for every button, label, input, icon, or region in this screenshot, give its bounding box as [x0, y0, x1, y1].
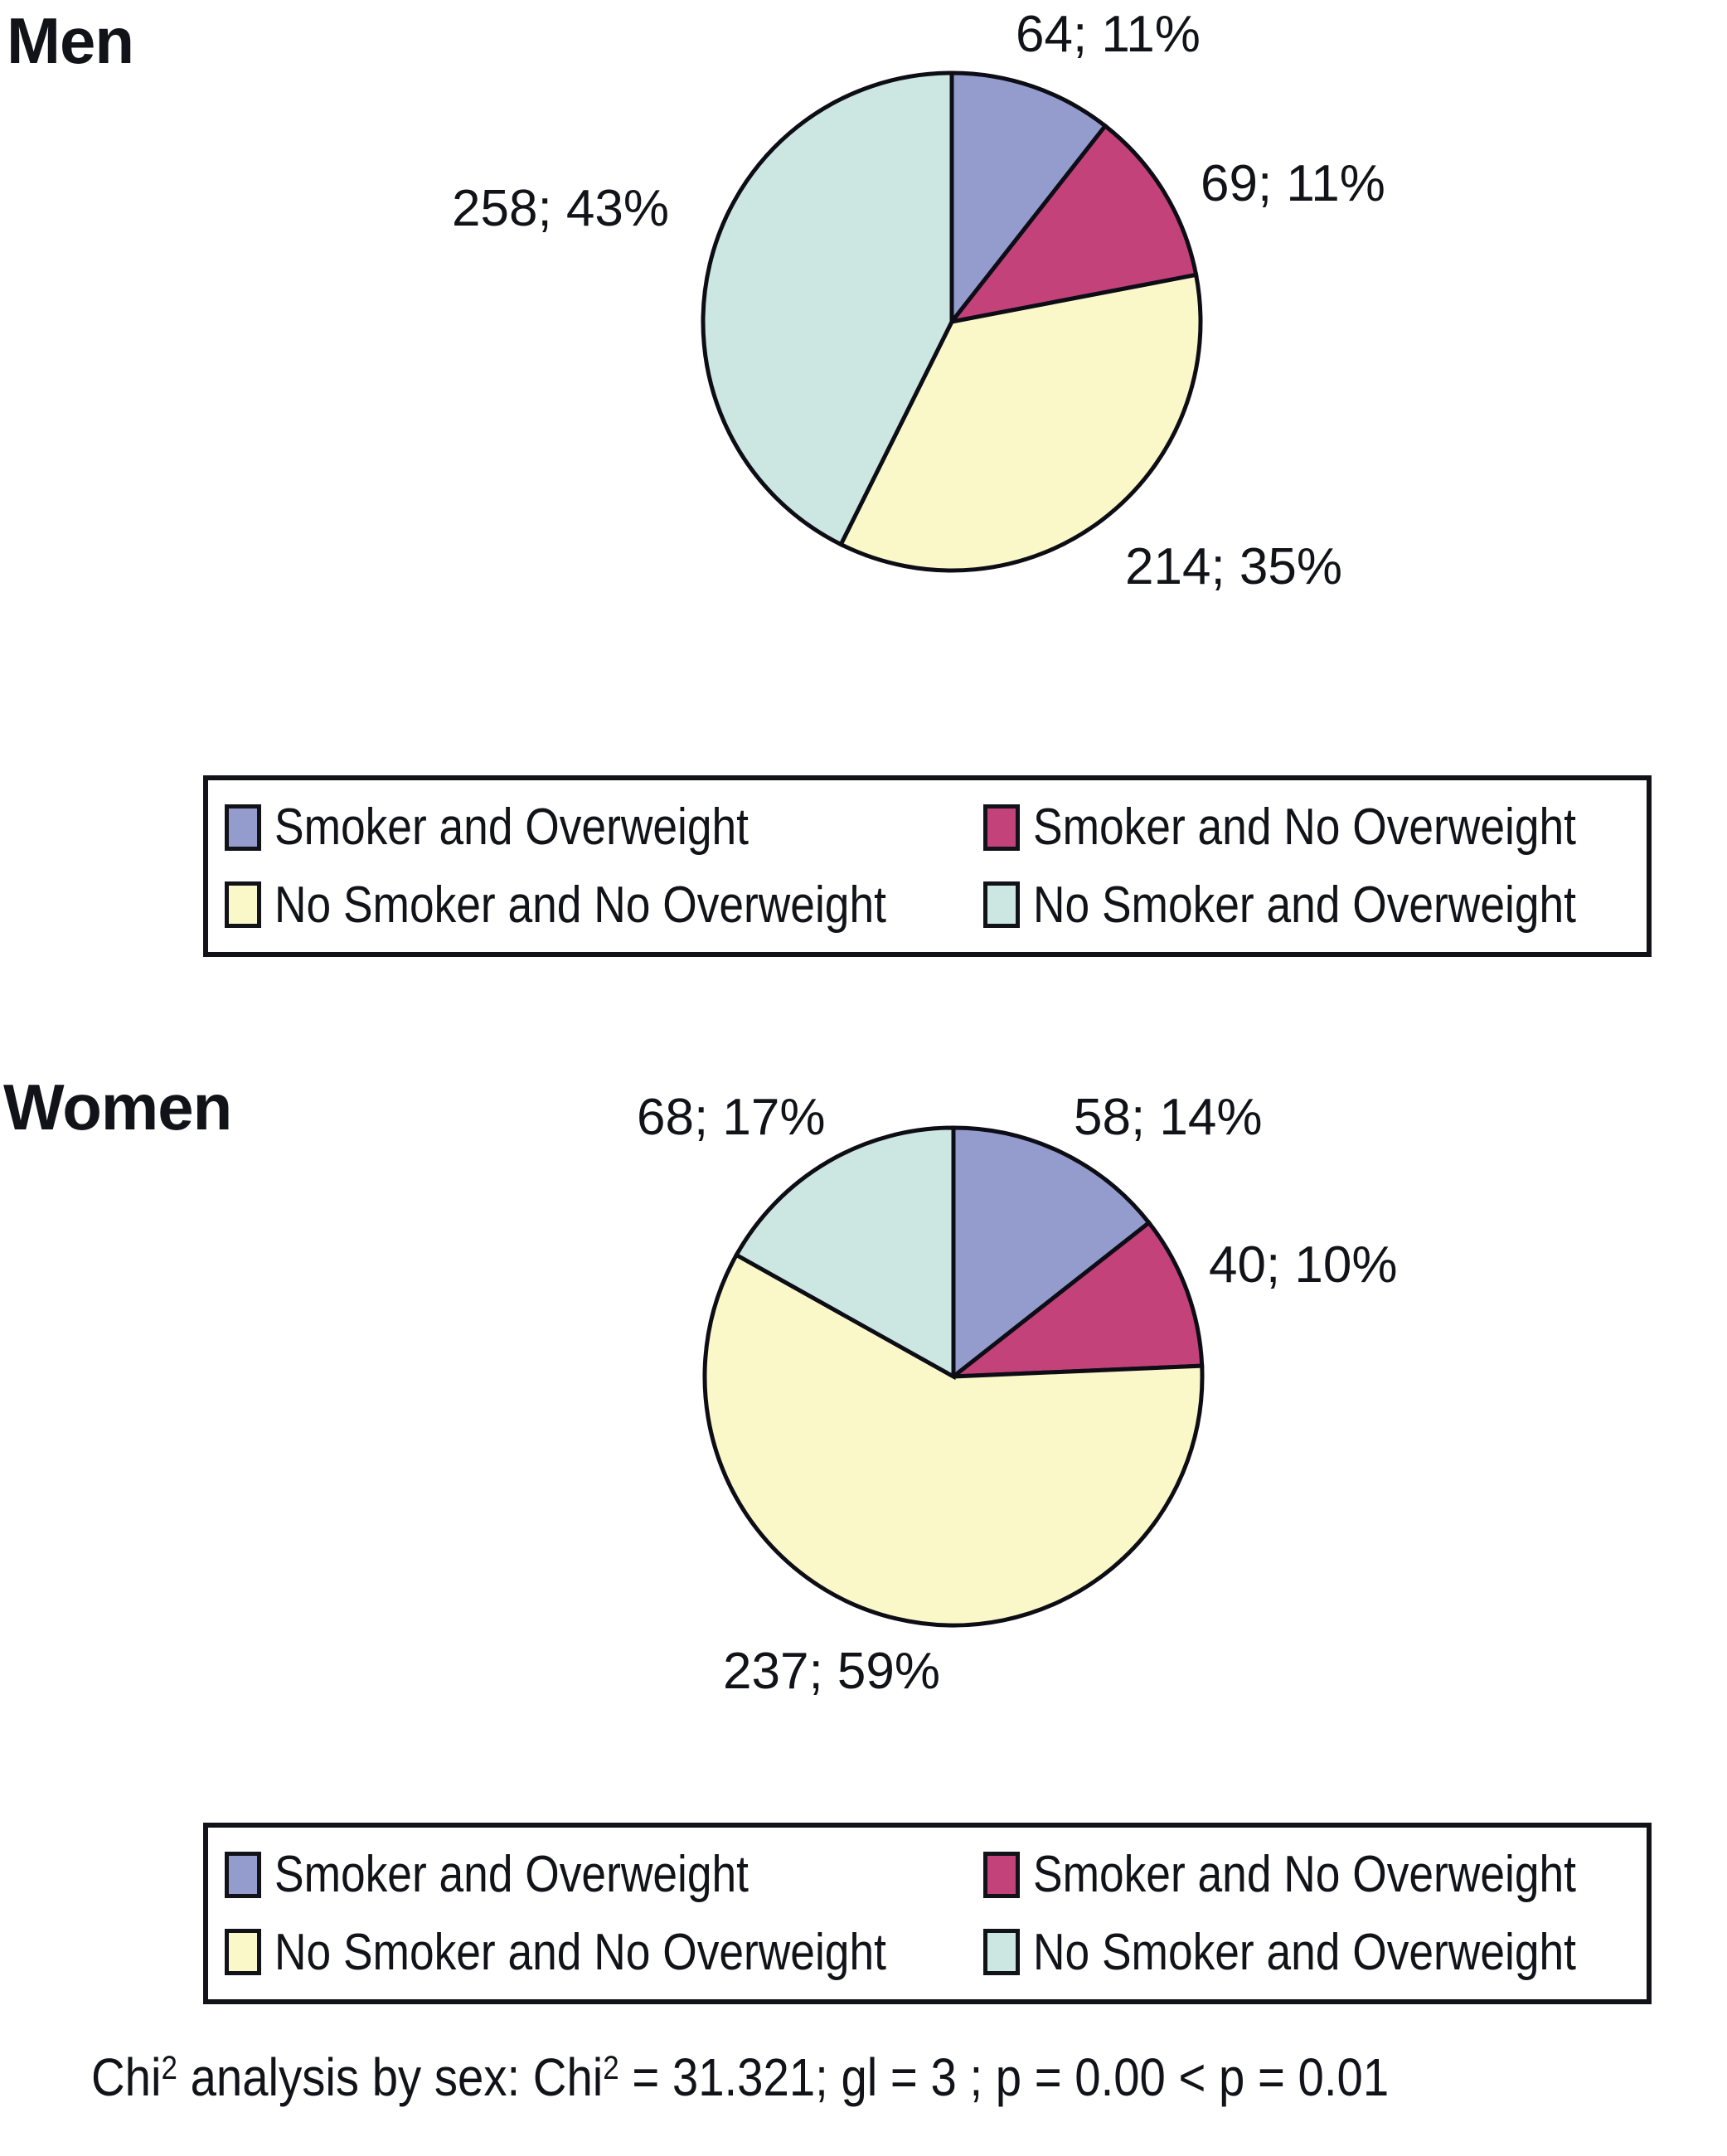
men-title: Men [7, 4, 134, 77]
legend-item-smoker-overweight: Smoker and Overweight [225, 1845, 983, 1904]
legend-swatch-no-smoker-no-overweight-icon [225, 1929, 261, 1976]
legend-label: No Smoker and Overweight [1033, 1923, 1576, 1981]
women-slice-label-no-smoker-overweight: 68; 17% [637, 1089, 826, 1146]
men-legend: Smoker and Overweight Smoker and No Over… [203, 775, 1652, 957]
chi-superscript: 2 [603, 2050, 619, 2087]
legend-label: Smoker and No Overweight [1033, 799, 1576, 857]
pie-slice-no-smoker-and-overweight [733, 1125, 956, 1381]
legend-item-smoker-no-overweight: Smoker and No Overweight [983, 798, 1665, 857]
legend-label: No Smoker and No Overweight [274, 876, 886, 934]
men-slice-label-smoker-overweight: 64; 11% [1016, 6, 1201, 63]
pie-slice-no-smoker-and-no-overweight [702, 1251, 1205, 1628]
women-legend: Smoker and Overweight Smoker and No Over… [203, 1823, 1652, 2004]
legend-label: No Smoker and No Overweight [274, 1923, 886, 1981]
pie-slice-smoker-and-no-overweight [946, 123, 1199, 325]
legend-swatch-smoker-no-overweight-icon [983, 804, 1020, 851]
men-slice-label-smoker-no-overweight: 69; 11% [1201, 155, 1385, 212]
women-slice-label-no-smoker-no-overweight: 237; 59% [723, 1643, 940, 1700]
chi-note-part: Chi [91, 2047, 162, 2107]
legend-item-no-smoker-overweight: No Smoker and Overweight [983, 1923, 1665, 1982]
legend-item-smoker-overweight: Smoker and Overweight [225, 798, 983, 857]
legend-item-no-smoker-no-overweight: No Smoker and No Overweight [225, 1923, 983, 1982]
legend-swatch-smoker-overweight-icon [225, 804, 261, 851]
pie-slice-no-smoker-and-overweight [701, 70, 954, 547]
women-title: Women [3, 1071, 232, 1144]
legend-label: Smoker and No Overweight [1033, 1846, 1576, 1904]
pie-slice-smoker-and-overweight [951, 1125, 1152, 1381]
chi-note-part: analysis by sex: Chi [177, 2047, 604, 2107]
legend-swatch-smoker-no-overweight-icon [983, 1851, 1020, 1898]
women-slice-label-smoker-overweight: 58; 14% [1074, 1089, 1263, 1146]
chi-superscript: 2 [161, 2050, 177, 2087]
pie-slice-no-smoker-and-no-overweight [837, 272, 1203, 573]
legend-swatch-no-smoker-overweight-icon [983, 881, 1020, 929]
chi-square-note: Chi2 analysis by sex: Chi2 = 31.321; gl … [91, 2047, 1389, 2108]
chi-note-part: = 31.321; gl = 3 ; p = 0.00 < p = 0.01 [619, 2047, 1390, 2107]
legend-item-no-smoker-no-overweight: No Smoker and No Overweight [225, 876, 983, 935]
legend-swatch-no-smoker-no-overweight-icon [225, 881, 261, 929]
legend-label: No Smoker and Overweight [1033, 876, 1576, 934]
legend-label: Smoker and Overweight [274, 1846, 749, 1904]
men-slice-label-no-smoker-overweight: 258; 43% [452, 180, 669, 237]
legend-label: Smoker and Overweight [274, 799, 749, 857]
legend-swatch-smoker-overweight-icon [225, 1851, 261, 1898]
women-slice-label-smoker-no-overweight: 40; 10% [1209, 1236, 1398, 1294]
legend-swatch-no-smoker-overweight-icon [983, 1929, 1020, 1976]
men-slice-label-no-smoker-no-overweight: 214; 35% [1125, 538, 1342, 595]
pie-slice-smoker-and-no-overweight [947, 1220, 1205, 1379]
men-pie-chart [701, 70, 1203, 573]
legend-item-smoker-no-overweight: Smoker and No Overweight [983, 1845, 1665, 1904]
pie-slice-smoker-and-overweight [949, 70, 1108, 328]
women-pie-chart [702, 1125, 1205, 1628]
legend-item-no-smoker-overweight: No Smoker and Overweight [983, 876, 1665, 935]
